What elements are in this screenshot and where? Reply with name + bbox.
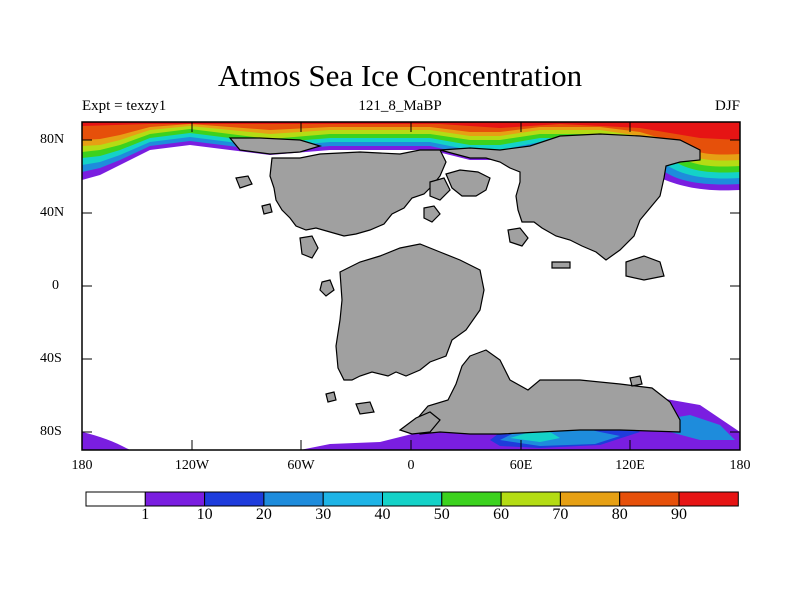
island-7: [551, 261, 571, 269]
colorbar-swatch: [322, 491, 384, 507]
island-10: [355, 401, 375, 415]
island-12: [325, 391, 337, 403]
island-9: [319, 279, 335, 297]
colorbar-label: 10: [196, 506, 213, 523]
island-5: [261, 203, 273, 215]
y-tick-40s: 40S: [40, 351, 62, 366]
y-tick-80s: 80S: [40, 424, 62, 439]
colorbar-label: 50: [433, 506, 450, 523]
x-tick-0: 0: [407, 458, 415, 473]
antarctica-peninsula: [398, 411, 441, 435]
colorbar: [85, 491, 739, 507]
y-tick-80n: 80N: [40, 132, 65, 147]
colorbar-label: 30: [315, 506, 332, 523]
colorbar-swatch: [678, 491, 739, 507]
colorbar-swatch: [500, 491, 561, 507]
island-3: [299, 235, 319, 259]
x-tick-120e: 120E: [615, 458, 645, 473]
x-tick-180w: 180: [71, 458, 93, 473]
greenland: [228, 137, 323, 155]
island-4: [235, 175, 253, 189]
island-6: [507, 227, 529, 247]
colorbar-label: 80: [611, 506, 628, 523]
colorbar-label: 20: [255, 506, 272, 523]
y-tick-40n: 40N: [40, 205, 65, 220]
colorbar-swatch: [559, 491, 621, 507]
map-title: Atmos Sea Ice Concentration: [217, 58, 583, 93]
island-8: [625, 255, 665, 281]
antarctica-west: [415, 349, 681, 435]
season-label: DJF: [714, 98, 740, 114]
colorbar-swatch: [263, 491, 324, 507]
period-label: 121_8_MaBP: [358, 98, 442, 114]
colorbar-swatch: [441, 491, 502, 507]
south-america: [335, 243, 485, 381]
colorbar-swatch: [144, 491, 206, 507]
north-america: [269, 149, 447, 237]
x-tick-180e: 180: [729, 458, 751, 473]
colorbar-swatch: [204, 491, 265, 507]
colorbar-label: 1: [141, 506, 150, 523]
colorbar-swatch: [619, 491, 680, 507]
colorbar-label: 90: [671, 506, 687, 523]
island-2: [423, 205, 441, 223]
land: [228, 133, 701, 435]
colorbar-swatch: [382, 491, 443, 507]
experiment-label: Expt = texzy1: [82, 98, 167, 114]
africa-arabia: [445, 169, 491, 197]
colorbar-label: 40: [374, 506, 391, 523]
x-tick-60w: 60W: [287, 458, 315, 473]
y-tick-0: 0: [52, 278, 59, 293]
eurasia: [439, 133, 701, 261]
colorbar-swatch: [85, 491, 146, 507]
island-11: [629, 375, 643, 387]
x-tick-60e: 60E: [509, 458, 533, 473]
island-1: [429, 177, 451, 201]
axis-ticks: [81, 122, 741, 450]
colorbar-label: 60: [493, 506, 510, 523]
x-tick-120w: 120W: [174, 458, 210, 473]
colorbar-label: 70: [552, 506, 569, 523]
